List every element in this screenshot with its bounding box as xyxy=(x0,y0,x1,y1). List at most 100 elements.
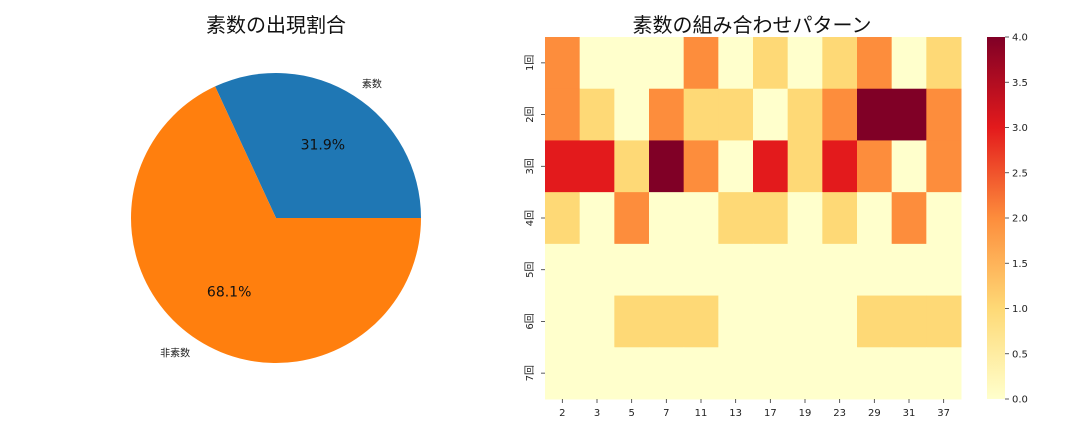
heatmap-cell xyxy=(579,140,615,193)
heatmap-cell xyxy=(683,295,719,348)
colorbar-tick-label: 2.5 xyxy=(1012,168,1028,179)
heatmap-cell xyxy=(649,347,685,400)
heatmap-cell xyxy=(857,347,893,400)
heatmap-cell xyxy=(649,37,685,90)
heatmap-cell xyxy=(787,192,823,245)
y-tick-label: 6回 xyxy=(524,313,536,329)
heatmap-cell xyxy=(545,347,581,400)
y-tick-label: 4回 xyxy=(524,210,536,226)
heatmap-cell xyxy=(579,347,615,400)
heatmap-cell xyxy=(579,192,615,245)
heatmap-cell xyxy=(614,243,650,297)
pie-category-label: 素数 xyxy=(362,78,382,91)
heatmap-cell xyxy=(753,140,789,193)
heatmap-cell xyxy=(857,243,893,297)
heatmap-cell xyxy=(753,347,789,400)
heatmap-cell xyxy=(926,192,962,245)
heatmap-cell xyxy=(649,243,685,297)
pie-category-label: 非素数 xyxy=(160,346,190,359)
heatmap-cell xyxy=(891,347,927,400)
heatmap-cell xyxy=(683,37,719,90)
heatmap-cell xyxy=(579,88,615,141)
pie-slice xyxy=(215,72,421,218)
y-tick-label: 2回 xyxy=(524,106,536,122)
heatmap-cell xyxy=(787,243,823,297)
heatmap-cell xyxy=(857,37,893,90)
heatmap-chart: 素数の組み合わせパターン 2 3 5 7 11 13 17 19 23 29 31 371回2回3回4… xyxy=(524,13,962,419)
heatmap-cell xyxy=(822,243,858,297)
heatmap-cell xyxy=(545,295,581,348)
heatmap-cell xyxy=(787,295,823,348)
heatmap-cell xyxy=(822,37,858,90)
heatmap-cell xyxy=(545,140,581,193)
x-tick-label: 17 xyxy=(764,408,777,419)
heatmap-cell xyxy=(822,192,858,245)
heatmap-cell xyxy=(753,192,789,245)
heatmap-cell xyxy=(857,140,893,193)
x-tick-label: 31 xyxy=(903,408,916,419)
colorbar-tick-label: 0.5 xyxy=(1012,349,1028,360)
heatmap-cell xyxy=(857,192,893,245)
heatmap-cell xyxy=(787,37,823,90)
heatmap-cell xyxy=(822,140,858,193)
pie-percent-label: 31.9% xyxy=(301,138,345,154)
x-tick-label: 37 xyxy=(937,408,950,419)
heatmap-cell xyxy=(649,88,685,141)
heatmap-cell xyxy=(753,243,789,297)
x-tick-label: 3 xyxy=(594,408,600,419)
heatmap-cell xyxy=(753,295,789,348)
x-tick-label: 29 xyxy=(868,408,881,419)
y-tick-label: 1回 xyxy=(524,55,536,71)
pie-percent-label: 68.1% xyxy=(207,284,251,300)
heatmap-cell xyxy=(614,347,650,400)
heatmap-cell xyxy=(891,140,927,193)
heatmap-cell xyxy=(926,88,962,141)
x-tick-label: 11 xyxy=(695,408,708,419)
pie-title: 素数の出現割合 xyxy=(206,13,346,37)
heatmap-cell xyxy=(545,192,581,245)
heatmap-cell xyxy=(614,192,650,245)
heatmap-cell xyxy=(787,140,823,193)
heatmap-cell xyxy=(753,88,789,141)
heatmap-cell xyxy=(614,140,650,193)
heatmap-cell xyxy=(891,192,927,245)
heatmap-cell xyxy=(614,88,650,141)
heatmap-cell xyxy=(926,140,962,193)
heatmap-cell xyxy=(545,88,581,141)
x-tick-label: 23 xyxy=(833,408,846,419)
heatmap-cell xyxy=(891,88,927,141)
heatmap-cell xyxy=(787,88,823,141)
heatmap-cell xyxy=(891,37,927,90)
heatmap-cell xyxy=(683,243,719,297)
heatmap-cell xyxy=(822,347,858,400)
pie-slice xyxy=(131,86,422,363)
heatmap-cell xyxy=(545,37,581,90)
heatmap-cell xyxy=(926,37,962,90)
heatmap-cell xyxy=(822,88,858,141)
x-tick-label: 2 xyxy=(559,408,565,419)
heatmap-cell xyxy=(718,192,754,245)
heatmap-cell xyxy=(718,243,754,297)
heatmap-cell xyxy=(857,88,893,141)
heatmap-cell xyxy=(579,243,615,297)
heatmap-cell xyxy=(683,347,719,400)
heatmap-cell xyxy=(649,192,685,245)
heatmap-cell xyxy=(579,295,615,348)
y-tick-label: 5回 xyxy=(524,262,536,278)
colorbar-tick-label: 1.0 xyxy=(1012,304,1028,315)
heatmap-cell xyxy=(822,295,858,348)
colorbar-gradient xyxy=(987,37,1005,399)
y-tick-label: 7回 xyxy=(524,365,536,381)
heatmap-cell xyxy=(787,347,823,400)
x-tick-label: 5 xyxy=(628,408,634,419)
colorbar-tick-label: 3.5 xyxy=(1012,78,1028,89)
heatmap-cell xyxy=(926,243,962,297)
heatmap-cell xyxy=(718,140,754,193)
x-tick-label: 7 xyxy=(663,408,669,419)
heatmap-cell xyxy=(891,243,927,297)
heatmap-cell xyxy=(718,37,754,90)
heatmap-cell xyxy=(718,347,754,400)
heatmap-cell xyxy=(926,347,962,400)
pie-chart: 素数の出現割合 31.9% 素数 68.1% 非素数 xyxy=(131,13,422,363)
